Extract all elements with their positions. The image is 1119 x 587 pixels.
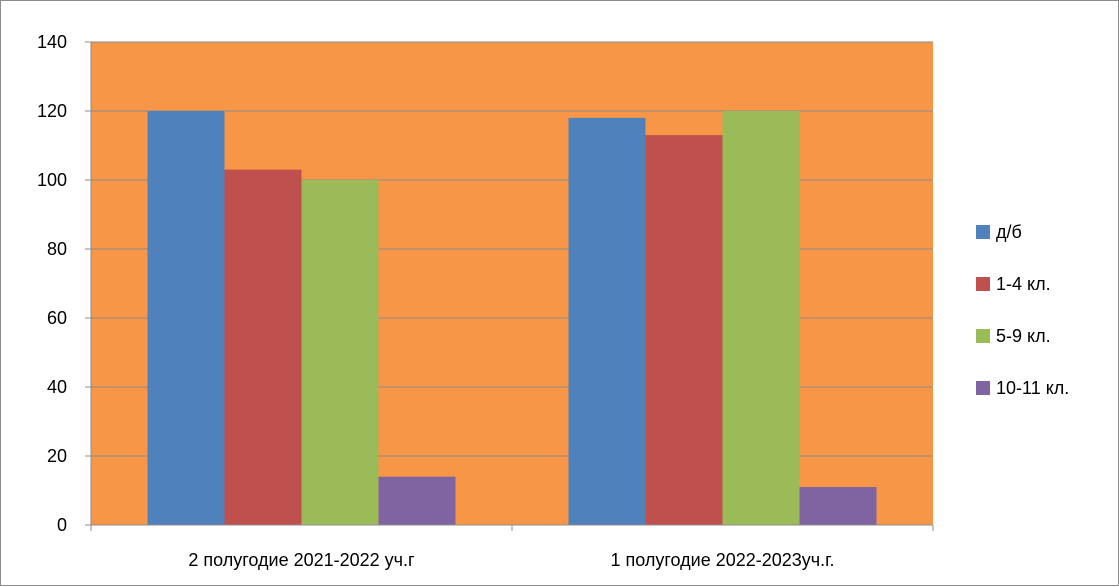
legend-label: 1-4 кл. bbox=[996, 274, 1051, 294]
legend-swatch bbox=[976, 381, 990, 395]
bar bbox=[378, 476, 456, 525]
legend: д/б 1-4 кл. 5-9 кл. 10-11 кл. bbox=[976, 222, 1069, 398]
bar bbox=[301, 180, 379, 525]
bar bbox=[722, 111, 800, 525]
y-tick-label: 80 bbox=[47, 239, 67, 259]
x-tick-label: 1 полугодие 2022-2023уч.г. bbox=[610, 550, 834, 570]
y-tick-label: 60 bbox=[47, 308, 67, 328]
legend-label: 5-9 кл. bbox=[996, 326, 1051, 346]
y-tick-label: 100 bbox=[37, 170, 67, 190]
y-tick-labels: 0 20 40 60 80 100 120 140 bbox=[37, 32, 67, 535]
legend-label: д/б bbox=[996, 222, 1022, 242]
x-tick-labels: 2 полугодие 2021-2022 уч.г 1 полугодие 20… bbox=[188, 550, 834, 570]
y-tick-label: 40 bbox=[47, 377, 67, 397]
axes bbox=[90, 42, 934, 531]
y-tick-label: 120 bbox=[37, 101, 67, 121]
legend-swatch bbox=[976, 277, 990, 291]
bar bbox=[147, 111, 225, 525]
y-tick-label: 140 bbox=[37, 32, 67, 52]
bar bbox=[568, 117, 646, 526]
y-tick-label: 20 bbox=[47, 446, 67, 466]
x-tick-label: 2 полугодие 2021-2022 уч.г bbox=[188, 550, 415, 570]
bars bbox=[147, 111, 877, 526]
legend-swatch bbox=[976, 225, 990, 239]
legend-label: 10-11 кл. bbox=[996, 378, 1069, 398]
bar bbox=[799, 487, 877, 525]
bar bbox=[224, 169, 302, 525]
legend-swatch bbox=[976, 329, 990, 343]
bar bbox=[645, 135, 723, 525]
y-tick-label: 0 bbox=[57, 515, 67, 535]
